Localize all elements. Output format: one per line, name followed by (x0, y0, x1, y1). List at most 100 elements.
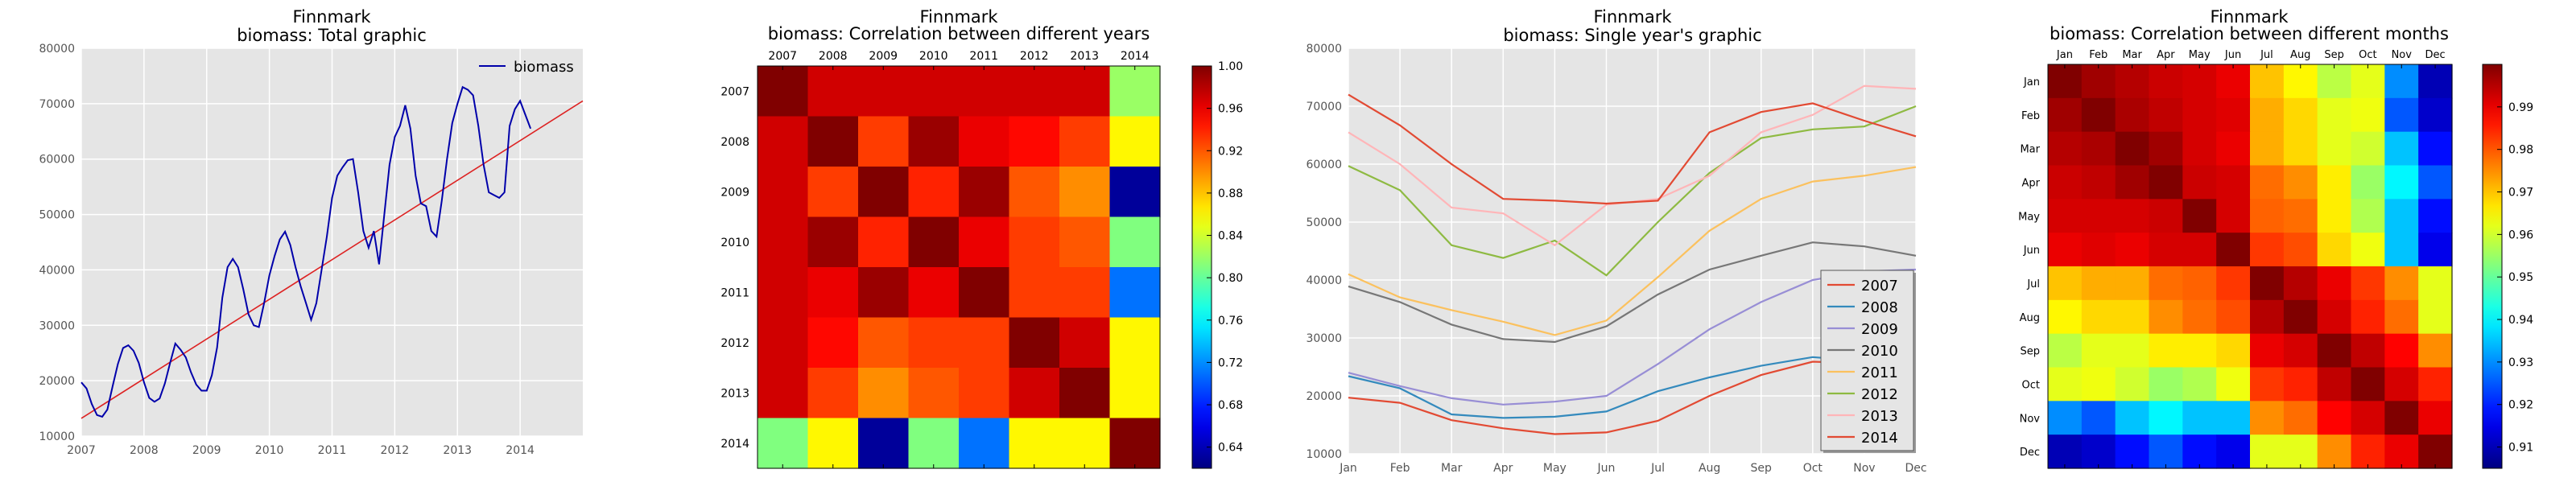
heatmap-cell (1059, 368, 1111, 419)
colorbar-tick-label: 0.80 (1218, 272, 1243, 285)
heatmap-cell (858, 167, 910, 218)
heatmap-cell (2149, 435, 2183, 469)
total-graphic-chart: 10000 20000 30000 40000 50000 60000 70000 80000… (39, 43, 584, 457)
heatmap-cell (1109, 418, 1161, 469)
heatmap-cell (2081, 333, 2116, 369)
colorbar-tick-label: 0.84 (1218, 230, 1243, 243)
heatmap-cell (2384, 97, 2419, 133)
heatmap-cell (1009, 216, 1060, 268)
row-label: Nov (2020, 413, 2041, 425)
heatmap-cell (807, 418, 859, 469)
y-tick-label: 60000 (39, 154, 75, 167)
y-tick-label: 20000 (39, 375, 75, 388)
heatmap-cell (2216, 333, 2251, 369)
heatmap-cell (2317, 64, 2352, 99)
heatmap-cell (2351, 435, 2385, 469)
heatmap-cell (2283, 199, 2318, 233)
heatmap-cell (2182, 299, 2217, 335)
heatmap-cell (858, 267, 910, 319)
row-label: Feb (2021, 110, 2040, 122)
heatmap-cell (1109, 368, 1161, 419)
heatmap-cell (2115, 199, 2150, 233)
row-label: Jan (2023, 76, 2040, 89)
y-tick-label: 10000 (1306, 448, 1342, 461)
column-label: Oct (2359, 49, 2376, 61)
heatmap-cell (2115, 333, 2150, 369)
y-tick-label: 80000 (1306, 43, 1342, 56)
heatmap-cell (2149, 333, 2183, 369)
y-tick-label: 80000 (39, 43, 75, 56)
heatmap-cell (2182, 165, 2217, 200)
heatmap-cell (2149, 199, 2183, 233)
heatmap-cell (2384, 131, 2419, 167)
column-label: Aug (2290, 49, 2310, 61)
y-tick-label: 20000 (1306, 390, 1342, 403)
colorbar (2482, 64, 2503, 469)
column-label: Dec (2425, 49, 2446, 61)
heatmap-cell (2418, 97, 2453, 133)
heatmap-cell (908, 368, 960, 419)
series-line-biomass (80, 85, 532, 418)
colorbar-tick-label: 0.76 (1218, 315, 1243, 327)
column-label: Jun (2224, 49, 2241, 61)
heatmap-cell (2384, 367, 2419, 402)
row-label: Mar (2020, 144, 2040, 156)
heatmap-cell (2250, 131, 2285, 167)
row-label: Apr (2022, 177, 2041, 189)
series-line-2012 (1348, 105, 1917, 277)
heatmap-cell (1059, 66, 1111, 117)
heatmap-cell (2384, 435, 2419, 469)
legend-label: 2013 (1861, 408, 1898, 425)
heatmap-cell (2182, 401, 2217, 435)
column-label: 2012 (1020, 50, 1049, 63)
row-label: 2008 (720, 136, 749, 149)
heatmap-cell (2216, 97, 2251, 133)
heatmap-cell (2048, 97, 2083, 133)
heatmap-cell (758, 317, 809, 369)
heatmap-cell (2149, 64, 2183, 99)
heatmap-cell (2351, 64, 2385, 99)
heatmap-cell (908, 216, 960, 268)
heatmap-cell (807, 66, 859, 117)
heatmap-cell (2384, 64, 2419, 99)
heatmap-cell (2418, 401, 2453, 435)
colorbar-tick-label: 0.68 (1218, 399, 1243, 412)
heatmap-cell (807, 216, 859, 268)
x-tick-label: 2009 (192, 444, 221, 457)
heatmap-cell (2048, 165, 2083, 200)
heatmap-cell (2216, 233, 2251, 267)
heatmap-cell (959, 368, 1010, 419)
heatmap-cell (2216, 299, 2251, 335)
column-label: Jul (2260, 49, 2273, 61)
heatmap-cell (807, 317, 859, 369)
heatmap-cell (1109, 116, 1161, 167)
heatmap-cell (2048, 299, 2083, 335)
heatmap-cell (2317, 367, 2352, 402)
row-label: Jun (2023, 245, 2040, 257)
heatmap-cell (2283, 64, 2318, 99)
heatmap-cell (758, 116, 809, 167)
heatmap-cell (1009, 267, 1060, 319)
heatmap-cell (2384, 401, 2419, 435)
x-tick-label: Aug (1699, 462, 1720, 475)
heatmap-cell (2182, 333, 2217, 369)
heatmap-cell (2250, 401, 2285, 435)
heatmap-cell (2182, 435, 2217, 469)
heatmap-cell (758, 418, 809, 469)
legend-label: 2011 (1861, 364, 1898, 381)
heatmap-cell (1059, 216, 1111, 268)
y-tick-label: 60000 (1306, 159, 1342, 171)
heatmap-cell (2216, 435, 2251, 469)
heatmap-cell (2250, 367, 2285, 402)
column-label: 2010 (919, 50, 948, 63)
heatmap-cell (2149, 266, 2183, 301)
heatmap-cell (2351, 131, 2385, 167)
heatmap-cell (807, 368, 859, 419)
heatmap-cell (1059, 317, 1111, 369)
y-tick-label: 50000 (39, 209, 75, 222)
heatmap-cell (2216, 367, 2251, 402)
heatmap-cell (2418, 299, 2453, 335)
heatmap-cell (2317, 165, 2352, 200)
column-label: 2011 (969, 50, 998, 63)
heatmap-cell (2048, 367, 2083, 402)
